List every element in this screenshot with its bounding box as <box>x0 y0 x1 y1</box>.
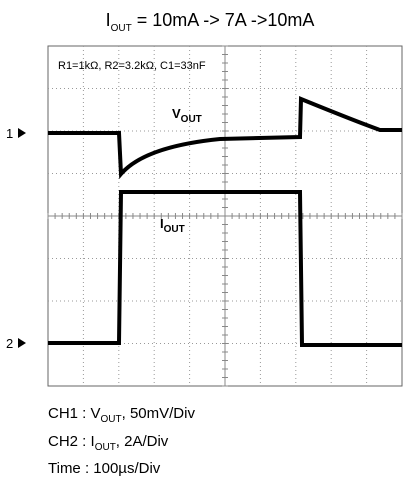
marker-arrow <box>18 338 26 348</box>
title: IOUT = 10mA -> 7A ->10mA <box>106 10 315 34</box>
legend-line: Time : 100µs/Div <box>48 460 161 477</box>
title-rest: = 10mA -> 7A ->10mA <box>132 10 315 30</box>
title-main: I <box>106 10 111 30</box>
trace-label-sub: OUT <box>164 224 185 235</box>
legend-sub: OUT <box>95 442 116 453</box>
trace-label: VOUT <box>172 106 202 125</box>
marker-arrow <box>18 128 26 138</box>
legend-rest: , 50mV/Div <box>122 405 196 422</box>
title-sub: OUT <box>111 23 132 34</box>
grid <box>47 45 403 387</box>
annotation: R1=1kΩ, R2=3.2kΩ, C1=33nF <box>58 60 206 72</box>
legend-line: CH1 : VOUT, 50mV/Div <box>48 405 195 425</box>
trace-label: IOUT <box>160 216 185 235</box>
trace-label-main: I <box>160 216 164 231</box>
legend-text: CH1 : V <box>48 405 101 422</box>
legend-rest: , 2A/Div <box>116 433 169 450</box>
trace-label-sub: OUT <box>181 114 202 125</box>
legend-text: CH2 : I <box>48 433 95 450</box>
legend-line: CH2 : IOUT, 2A/Div <box>48 433 169 453</box>
vout-trace <box>48 96 402 180</box>
channel-marker: 1 <box>6 126 13 141</box>
channel-marker: 2 <box>6 336 13 351</box>
trace-label-main: V <box>172 106 181 121</box>
iout-trace <box>48 190 402 347</box>
legend-sub: OUT <box>101 414 122 425</box>
